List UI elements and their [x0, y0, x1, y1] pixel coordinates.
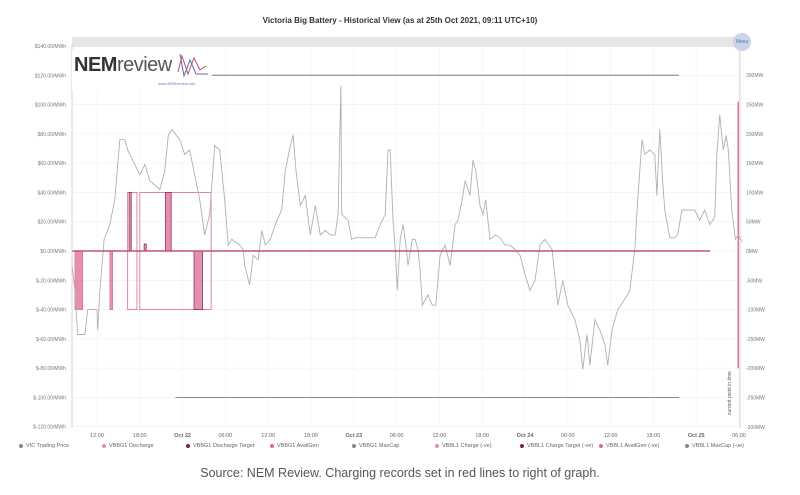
legend-label: VBBL1 AvailGen (-ve)	[606, 443, 660, 449]
x-tick-label: 12:00	[90, 433, 104, 439]
x-tick-label: 06:00	[390, 433, 404, 439]
y-tick-label: $-100.00/MWh	[33, 395, 66, 401]
x-tick-label: 06:00	[732, 433, 746, 439]
discharge-spike	[193, 250, 203, 310]
y-tick-label: $40.00/MWh	[38, 190, 67, 196]
battery-series	[74, 74, 739, 398]
left-axis: $140.00/MWh $120.00/MWh $100.00/MWh $80.00/…	[33, 44, 66, 431]
legend-label: VBBG1 MaxCap	[359, 443, 400, 449]
x-tick-label: 12:00	[433, 433, 447, 439]
legend-marker-icon	[435, 443, 439, 448]
legend-item[interactable]: VBBG1 MaxCap	[352, 443, 399, 449]
charge-fill	[74, 250, 84, 310]
logo-graph-icon	[177, 53, 208, 78]
legend-label: VIC Trading Price	[26, 443, 70, 449]
y-tick-label: $-120.00/MWh	[33, 425, 66, 431]
y-right-tick-label: 300MW	[746, 73, 764, 79]
discharge-spike	[128, 192, 132, 252]
right-axis: 300MW 250MW 200MW 150MW 100MW 50MW 0MW -50MW -10…	[746, 73, 765, 431]
legend-label: VBBL1 Charge (-ve)	[442, 443, 492, 449]
legend-item[interactable]: VBBL1 AvailGen (-ve)	[599, 443, 659, 449]
legend-item[interactable]: VBBL1 MaxCap (-ve)	[685, 443, 744, 449]
y-right-tick-label: -100MW	[746, 308, 765, 314]
y-right-tick-label: 150MW	[746, 161, 764, 167]
legend-item[interactable]: VBBG1 Discharge Target	[186, 443, 254, 449]
series-vic-trading-price	[71, 85, 743, 370]
y-tick-label: $-80.00/MWh	[36, 366, 66, 372]
y-tick-label: $0.00/MWh	[40, 249, 66, 255]
legend-item[interactable]: VBBG1 AvailGen	[270, 443, 319, 449]
x-tick-label: 18:00	[304, 433, 318, 439]
y-right-tick-label: 200MW	[746, 132, 764, 138]
y-tick-label: $100.00/MWh	[35, 103, 66, 109]
y-right-tick-label: 50MW	[746, 220, 761, 226]
x-tick-label: 18:00	[475, 433, 489, 439]
y-right-tick-label: -300MW	[746, 425, 765, 431]
x-tick-label: Oct 24	[517, 433, 535, 439]
y-tick-label: $20.00/MWh	[38, 220, 67, 226]
y-right-tick-label: -50MW	[746, 278, 762, 284]
legend-item[interactable]: VBBL1 Charge (-ve)	[435, 443, 492, 449]
legend-marker-icon	[270, 443, 274, 448]
caption: Source: NEM Review. Charging records set…	[200, 466, 600, 480]
legend-item[interactable]: VIC Trading Price	[19, 443, 69, 449]
legend-marker-icon	[102, 443, 106, 448]
y-right-tick-label: 100MW	[746, 190, 764, 196]
legend-marker-icon	[186, 443, 190, 448]
nemreview-logo: NEMreview www.NEMreview.info	[72, 50, 212, 90]
x-tick-label: 06:00	[219, 433, 233, 439]
charge-fill	[109, 250, 113, 310]
navigator-bar[interactable]	[72, 37, 740, 47]
x-axis: 12:00 18:00 Oct 22 06:00 12:00 18:00 Oct 23 06:…	[90, 433, 746, 439]
x-tick-label: Oct 23	[345, 433, 362, 439]
chart-menu-button[interactable]: Menu	[733, 33, 751, 51]
y-right-tick-label: -150MW	[746, 337, 765, 343]
grid	[72, 45, 740, 428]
y-right-tick-label: 0MW	[746, 249, 758, 255]
chart-title: Victoria Big Battery - Historical View (…	[262, 16, 538, 25]
y-tick-label: $60.00/MWh	[38, 161, 67, 167]
y-tick-label: $120.00/MWh	[35, 73, 66, 79]
legend-label: VBBG1 Discharge Target	[193, 443, 255, 449]
y-right-tick-label: 250MW	[746, 103, 764, 109]
x-tick-label: Oct 22	[174, 433, 191, 439]
x-tick-label: 12:00	[604, 433, 618, 439]
legend-label: VBBG1 Discharge	[109, 443, 154, 449]
x-tick-label: 18:00	[133, 433, 147, 439]
legend-marker-icon	[352, 443, 356, 448]
x-tick-label: 18:00	[646, 433, 660, 439]
legend-label: VBBG1 AvailGen	[277, 443, 319, 449]
legend-label: VBBL1 MaxCap (-ve)	[692, 443, 744, 449]
y-tick-label: $-60.00/MWh	[36, 337, 66, 343]
x-tick-label: Oct 25	[688, 433, 705, 439]
legend-label: VBBL1 Charge Target (-ve)	[527, 443, 594, 449]
y-right-tick-label: -200MW	[746, 366, 765, 372]
legend-marker-icon	[685, 443, 689, 448]
y-tick-label: $-40.00/MWh	[36, 308, 66, 314]
discharge-spike	[165, 192, 172, 252]
discharge-spike	[143, 243, 147, 252]
legend-marker-icon	[520, 443, 524, 448]
y-tick-label: $80.00/MWh	[38, 132, 67, 138]
annotation-current-time: current point in time	[727, 371, 733, 415]
legend-item[interactable]: VBBG1 Discharge	[102, 443, 154, 449]
y-tick-label: $-20.00/MWh	[36, 278, 66, 284]
y-tick-label: $140.00/MWh	[35, 44, 66, 50]
legend-item[interactable]: VBBL1 Charge Target (-ve)	[520, 443, 593, 449]
x-tick-label: 06:00	[561, 433, 575, 439]
y-right-tick-label: -250MW	[746, 396, 765, 402]
legend-marker-icon	[599, 443, 603, 448]
logo-url[interactable]: www.NEMreview.info	[158, 81, 196, 86]
legend-marker-icon	[19, 443, 23, 448]
x-tick-label: 12:00	[261, 433, 275, 439]
